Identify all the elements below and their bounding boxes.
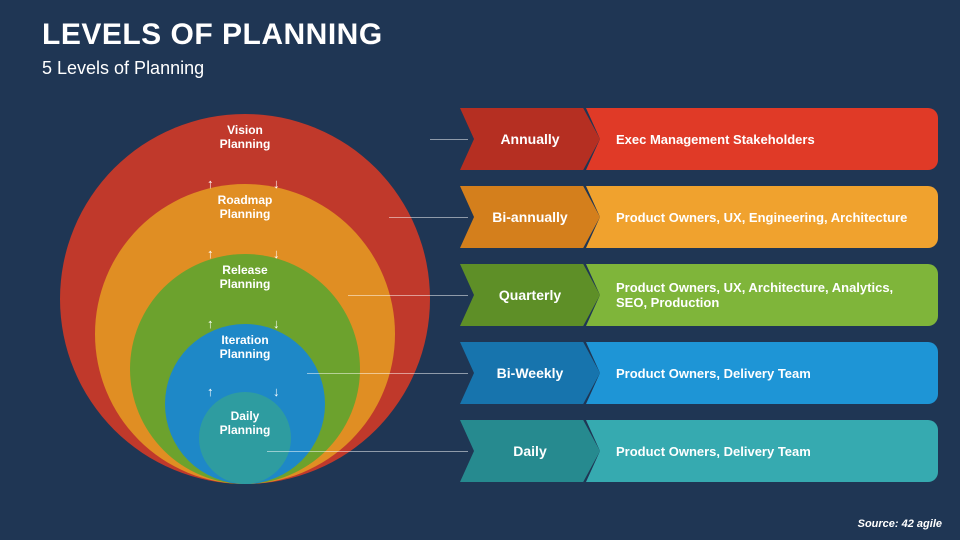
frequency-chevron: Bi-Weekly bbox=[460, 342, 600, 404]
frequency-chevron: Bi-annually bbox=[460, 186, 600, 248]
stakeholders-box: Exec Management Stakeholders bbox=[586, 108, 938, 170]
planning-row: Bi-WeeklyProduct Owners, Delivery Team bbox=[460, 342, 940, 404]
source-attribution: Source: 42 agile bbox=[858, 518, 942, 530]
arrow-up-icon: ↑ bbox=[207, 176, 214, 191]
frequency-chevron: Annually bbox=[460, 108, 600, 170]
stakeholders-box: Product Owners, UX, Engineering, Archite… bbox=[586, 186, 938, 248]
arrow-down-icon: ↓ bbox=[273, 384, 280, 399]
arrow-up-icon: ↑ bbox=[207, 246, 214, 261]
stakeholders-box: Product Owners, UX, Architecture, Analyt… bbox=[586, 264, 938, 326]
frequency-chevron: Quarterly bbox=[460, 264, 600, 326]
arrow-up-icon: ↑ bbox=[207, 384, 214, 399]
connector-line bbox=[307, 373, 468, 374]
connector-line bbox=[348, 295, 468, 296]
connector-line bbox=[430, 139, 468, 140]
frequency-chevron: Daily bbox=[460, 420, 600, 482]
connector-line bbox=[267, 451, 468, 452]
planning-row: AnnuallyExec Management Stakeholders bbox=[460, 108, 940, 170]
arrow-down-icon: ↓ bbox=[273, 316, 280, 331]
nested-circles-diagram: VisionPlanningRoadmapPlanning↑↓ReleasePl… bbox=[40, 100, 420, 500]
stakeholders-box: Product Owners, Delivery Team bbox=[586, 342, 938, 404]
planning-row: DailyProduct Owners, Delivery Team bbox=[460, 420, 940, 482]
planning-row: QuarterlyProduct Owners, UX, Architectur… bbox=[460, 264, 940, 326]
connector-line bbox=[389, 217, 468, 218]
stakeholders-box: Product Owners, Delivery Team bbox=[586, 420, 938, 482]
page-subtitle: 5 Levels of Planning bbox=[42, 58, 204, 79]
arrow-up-icon: ↑ bbox=[207, 316, 214, 331]
circle-level-4: DailyPlanning bbox=[199, 392, 291, 484]
planning-rows: AnnuallyExec Management Stakeholders Bi-a… bbox=[460, 108, 940, 498]
arrow-down-icon: ↓ bbox=[273, 246, 280, 261]
page-title: LEVELS OF PLANNING bbox=[42, 18, 383, 52]
circle-label: DailyPlanning bbox=[220, 410, 271, 484]
arrow-down-icon: ↓ bbox=[273, 176, 280, 191]
planning-row: Bi-annuallyProduct Owners, UX, Engineeri… bbox=[460, 186, 940, 248]
